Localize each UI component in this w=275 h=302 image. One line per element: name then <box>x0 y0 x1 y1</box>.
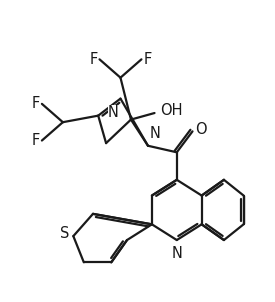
Text: N: N <box>108 105 118 120</box>
Text: OH: OH <box>160 103 182 118</box>
Text: O: O <box>195 122 207 137</box>
Text: F: F <box>32 96 40 111</box>
Text: F: F <box>144 52 152 67</box>
Text: F: F <box>32 133 40 148</box>
Text: F: F <box>89 52 97 67</box>
Text: N: N <box>149 126 160 141</box>
Text: N: N <box>171 246 182 261</box>
Text: S: S <box>60 226 69 241</box>
